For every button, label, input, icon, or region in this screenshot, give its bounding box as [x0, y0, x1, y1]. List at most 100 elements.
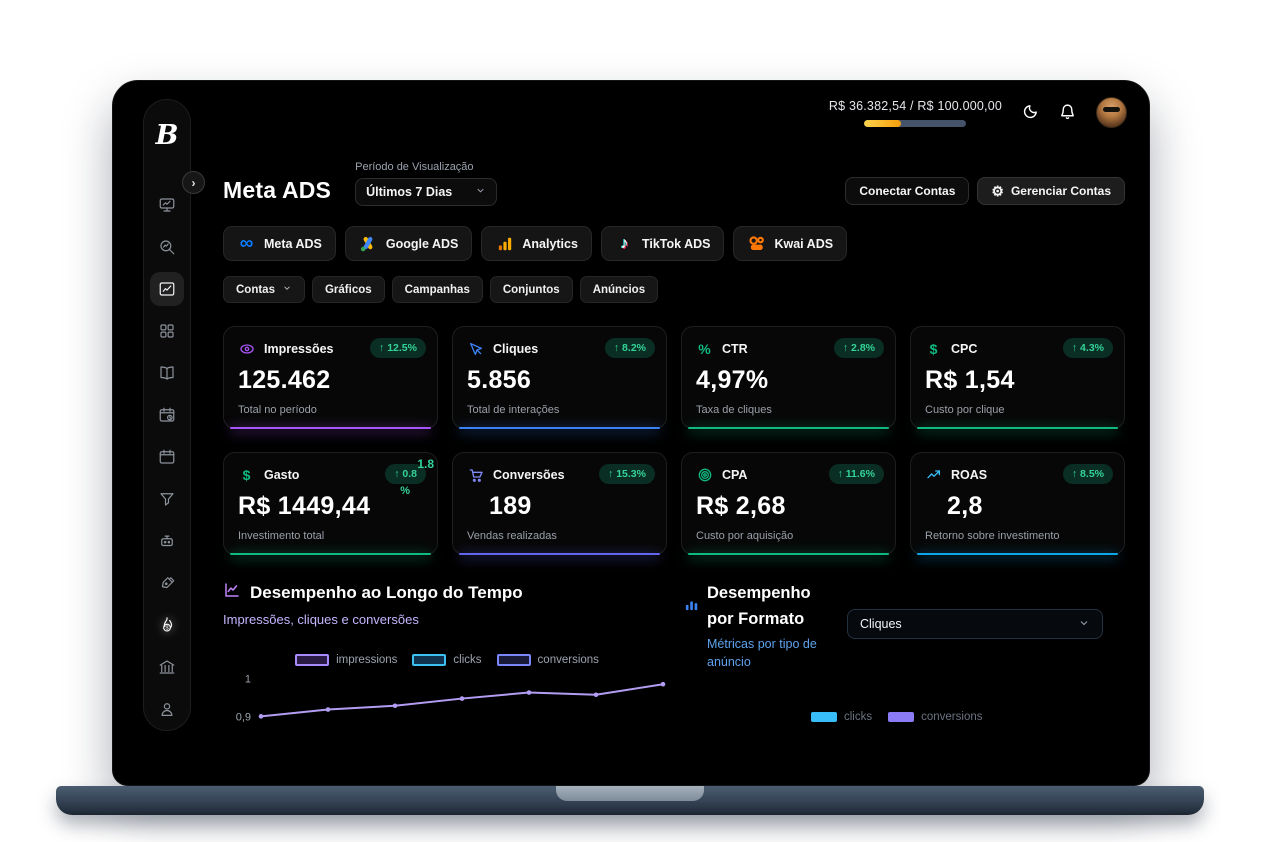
bank-icon[interactable] — [157, 657, 177, 677]
meta-logo-icon: ∞ — [239, 233, 254, 254]
card-label: Impressões — [264, 341, 334, 356]
format-title-line2: por Formato — [707, 609, 805, 628]
line-chart-icon — [223, 581, 241, 604]
card-conversoes: Conversões ↑ 15.3% 189 Vendas realizadas — [452, 452, 667, 555]
charts-row: Desempenho ao Longo do Tempo Impressões,… — [223, 581, 1125, 763]
cart-icon — [467, 466, 484, 483]
change-badge: ↑ 12.5% — [370, 338, 426, 358]
card-caption: Custo por aquisição — [696, 530, 794, 542]
clicks-swatch — [811, 712, 837, 722]
robot-icon[interactable] — [157, 531, 177, 551]
budget-progress-track — [864, 119, 967, 127]
period-group: Período de Visualização Últimos 7 Dias — [355, 161, 498, 206]
tab-meta-ads[interactable]: ∞ Meta ADS — [223, 226, 336, 261]
notifications-button[interactable] — [1059, 103, 1076, 123]
theme-toggle-button[interactable] — [1022, 103, 1039, 123]
manage-accounts-button[interactable]: ⚙ Gerenciar Contas — [977, 177, 1125, 205]
metric-select-value: Cliques — [860, 617, 902, 631]
format-title-line1: Desempenho — [707, 584, 811, 602]
card-accent-bar — [688, 426, 889, 429]
card-caption: Custo por clique — [925, 404, 1005, 416]
tab-tiktok-ads[interactable]: ♪ TikTok ADS — [600, 226, 725, 261]
card-label: CPA — [722, 467, 748, 482]
conversions-swatch — [496, 654, 531, 666]
tab-campanhas[interactable]: Campanhas — [391, 276, 483, 303]
eye-icon — [238, 340, 255, 357]
app-logo[interactable]: B — [155, 120, 179, 151]
card-cliques: Cliques ↑ 8.2% 5.856 Total de interações — [452, 326, 667, 429]
funnel-icon[interactable] — [157, 489, 177, 509]
tab-contas[interactable]: Contas — [223, 276, 305, 303]
clicks-swatch — [412, 654, 447, 666]
chevron-right-icon: › — [191, 175, 196, 190]
book-icon[interactable] — [157, 363, 177, 383]
svg-text:1: 1 — [245, 674, 251, 686]
format-header: Desempenho por Formato Métricas por tipo… — [685, 581, 1125, 671]
main-content: Meta ADS Período de Visualização Últimos… — [223, 161, 1125, 763]
change-badge: ↑ 0.8 1.8 % — [385, 457, 434, 497]
user-avatar[interactable] — [1096, 97, 1127, 128]
tab-google-ads[interactable]: Google ADS — [344, 226, 473, 261]
card-cpc: $ CPC ↑ 4.3% R$ 1,54 Custo por clique — [910, 326, 1125, 429]
budget-text: R$ 36.382,54 / R$ 100.000,00 — [828, 98, 1002, 113]
card-value: R$ 1,54 — [925, 366, 1015, 394]
legend-item: impressions — [295, 654, 397, 666]
legend-item: clicks — [811, 711, 872, 723]
flame-money-icon[interactable]: $ — [157, 615, 177, 635]
monitor-chart-icon[interactable] — [157, 195, 177, 215]
card-caption: Investimento total — [238, 530, 325, 542]
change-badge: ↑ 2.8% — [833, 338, 884, 358]
card-caption: Retorno sobre investimento — [925, 530, 1060, 542]
legend-item: conversions — [888, 711, 983, 723]
page-title: Meta ADS — [223, 177, 332, 203]
card-label: Gasto — [264, 467, 300, 482]
tab-analytics[interactable]: Analytics — [481, 226, 592, 261]
time-chart-legend: impressions clicks conversions — [223, 654, 671, 666]
impressions-line-chart: 10,9 — [236, 674, 666, 723]
analytics-logo-icon — [495, 234, 514, 253]
sidebar-expand-button[interactable]: › — [182, 171, 205, 194]
format-subtitle: Métricas por tipo de anúncio — [707, 637, 817, 669]
tab-anuncios[interactable]: Anúncios — [579, 276, 659, 303]
legend-item: clicks — [412, 654, 482, 666]
card-gasto: $ Gasto ↑ 0.8 1.8 % R$ 1449,44 Investime… — [223, 452, 438, 555]
chevron-down-icon — [475, 185, 486, 199]
user-icon[interactable] — [157, 699, 177, 719]
title-row: Meta ADS Período de Visualização Últimos… — [223, 161, 1125, 206]
format-chart-legend: clicks conversions — [811, 711, 983, 723]
change-badge: ↑ 15.3% — [599, 464, 655, 484]
trend-up-icon — [925, 466, 942, 483]
tab-conjuntos[interactable]: Conjuntos — [489, 276, 573, 303]
chevron-down-icon — [1078, 617, 1090, 632]
budget-progress-fill — [864, 119, 902, 127]
pen-icon[interactable] — [157, 573, 177, 593]
chart-title-row: Desempenho ao Longo do Tempo — [223, 581, 671, 604]
chart-subtitle: Impressões, cliques e conversões — [223, 612, 419, 627]
change-badge: ↑ 8.2% — [604, 338, 655, 358]
calendar-icon[interactable] — [157, 447, 177, 467]
dollar-icon: $ — [242, 466, 251, 483]
card-caption: Vendas realizadas — [467, 530, 557, 542]
conversions-swatch — [888, 712, 915, 722]
sidebar-icons: $ — [150, 195, 184, 719]
connect-accounts-button[interactable]: Conectar Contas — [845, 177, 970, 205]
tab-kwai-ads[interactable]: Kwai ADS — [733, 226, 848, 261]
period-select[interactable]: Últimos 7 Dias — [355, 178, 498, 206]
card-accent-bar — [917, 426, 1118, 429]
bar-chart-icon — [685, 597, 699, 671]
card-accent-bar — [917, 552, 1118, 555]
calendar-clock-icon[interactable] — [157, 405, 177, 425]
svg-text:$: $ — [165, 626, 169, 632]
grid-icon[interactable] — [157, 321, 177, 341]
cursor-icon — [467, 340, 484, 357]
metric-select[interactable]: Cliques — [847, 609, 1103, 639]
tab-graficos[interactable]: Gráficos — [311, 276, 385, 303]
search-analytics-icon[interactable] — [157, 237, 177, 257]
card-accent-bar — [230, 426, 431, 429]
budget-widget: R$ 36.382,54 / R$ 100.000,00 — [829, 99, 1002, 127]
card-ctr: % CTR ↑ 2.8% 4,97% Taxa de cliques — [681, 326, 896, 429]
chart-image-icon[interactable] — [150, 272, 184, 306]
laptop-base — [56, 786, 1204, 815]
card-value: 125.462 — [238, 366, 331, 394]
